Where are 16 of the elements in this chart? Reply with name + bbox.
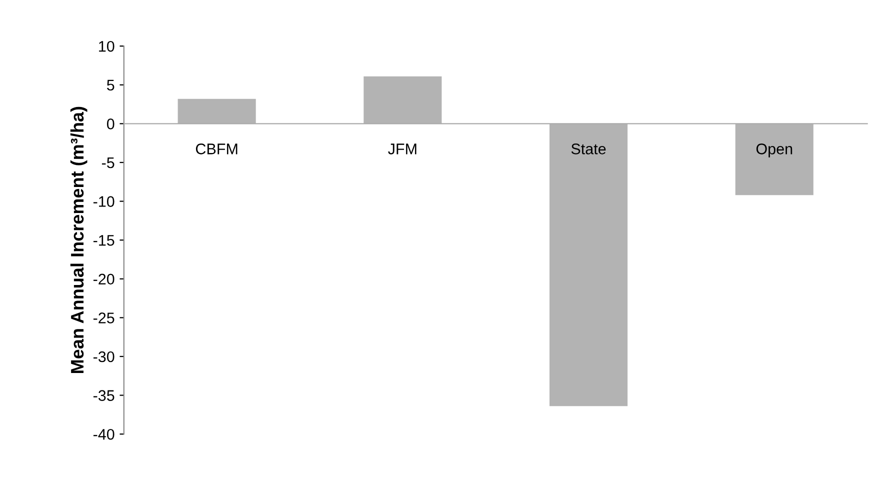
y-tick-label: -5 bbox=[102, 158, 114, 168]
y-tick-label: -40 bbox=[93, 428, 114, 440]
y-tick-label: -25 bbox=[93, 312, 114, 324]
y-tick-label: 5 bbox=[106, 80, 114, 91]
y-tick-label: -10 bbox=[93, 196, 114, 207]
y-axis-title: Mean Annual Increment (m³/ha) bbox=[70, 106, 88, 373]
y-tick-label: -20 bbox=[93, 274, 114, 285]
y-tick-label: -35 bbox=[93, 390, 114, 401]
x-tick-label: JFM bbox=[388, 144, 416, 154]
y-tick-label: -30 bbox=[93, 351, 114, 362]
y-tick-label: -15 bbox=[93, 235, 114, 246]
x-tick-label: Open bbox=[756, 144, 792, 158]
y-tick-label: 0 bbox=[106, 118, 114, 130]
x-tick-label: CBFM bbox=[196, 144, 238, 154]
x-tick-label: State bbox=[571, 144, 606, 154]
y-tick-label: 10 bbox=[99, 40, 114, 52]
